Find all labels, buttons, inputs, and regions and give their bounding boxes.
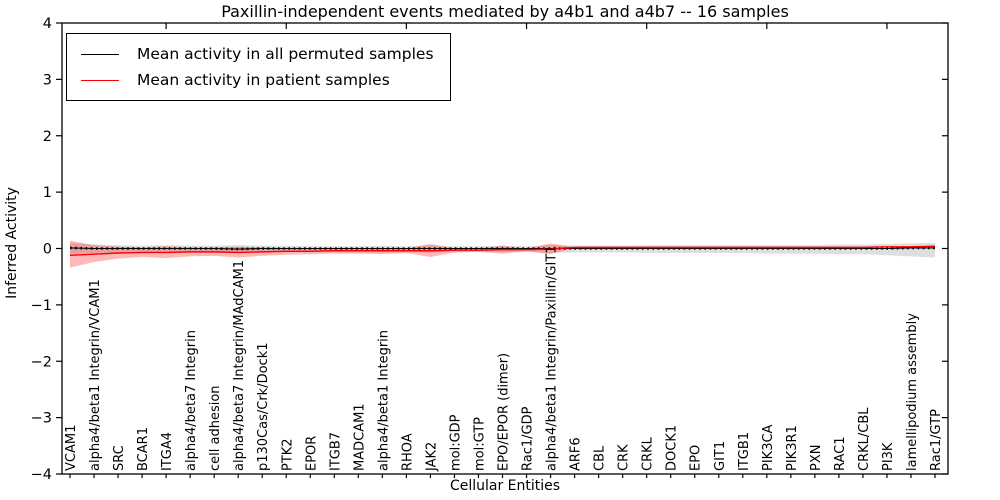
y-tick-label: −1 [31, 298, 52, 314]
y-tick-label: 2 [43, 129, 52, 145]
y-tick-label: 0 [43, 242, 52, 258]
y-axis-label: Inferred Activity [4, 187, 20, 299]
x-tick-label: EPOR [304, 436, 319, 471]
y-tick-label: 3 [43, 72, 52, 88]
x-tick-label: ITGB7 [328, 432, 343, 471]
y-tick-label: −3 [31, 411, 52, 427]
x-tick-label: ARF6 [569, 437, 584, 471]
legend-label-permuted: Mean activity in all permuted samples [137, 45, 434, 63]
x-tick-label: PI3K [881, 442, 896, 471]
x-tick-label: JAK2 [424, 442, 439, 472]
x-tick-label: alpha4/beta7 Integrin [184, 330, 199, 471]
x-tick-label: RHOA [400, 433, 415, 471]
legend-line-sample-black [81, 53, 119, 55]
x-tick-label: DOCK1 [665, 425, 680, 471]
y-tick-label: −2 [31, 354, 52, 370]
x-tick-label: alpha4/beta7 Integrin/MAdCAM1 [232, 260, 247, 471]
x-tick-label: PIK3R1 [785, 425, 800, 471]
x-tick-label: Rac1/GTP [929, 409, 944, 471]
legend-entry-patient: Mean activity in patient samples [81, 67, 434, 93]
x-tick-label: CRKL/CBL [857, 407, 872, 471]
x-tick-label: VCAM1 [64, 425, 79, 471]
x-tick-label: lamellipodium assembly [905, 313, 920, 471]
x-tick-label: CBL [593, 445, 608, 471]
x-axis-label: Cellular Entities [449, 478, 561, 494]
x-tick-label: Rac1/GDP [521, 406, 536, 471]
x-tick-label: mol:GTP [472, 417, 487, 471]
y-tick-label: −4 [31, 467, 52, 483]
x-tick-label: BCAR1 [136, 427, 151, 471]
legend-label-patient: Mean activity in patient samples [137, 71, 390, 89]
x-tick-label: PXN [809, 445, 824, 471]
permuted-mean-markers [69, 246, 935, 251]
x-tick-label: alpha4/beta1 Integrin [376, 330, 391, 471]
chart-title: Paxillin-independent events mediated by … [221, 2, 789, 21]
x-tick-label: EPO/EPOR (dimer) [497, 353, 512, 471]
x-tick-label: p130Cas/Crk/Dock1 [256, 342, 271, 471]
x-tick-label: GIT1 [713, 441, 728, 471]
patient-mean-line [69, 245, 936, 256]
x-tick-label: alpha4/beta1 Integrin/VCAM1 [88, 279, 103, 471]
x-tick-label: cell adhesion [208, 385, 223, 471]
x-tick-label: EPO [689, 445, 704, 471]
y-tick-label: 1 [43, 185, 52, 201]
x-tick-label: CRKL [641, 436, 656, 471]
x-tick-label: mol:GDP [448, 414, 463, 471]
legend-entry-permuted: Mean activity in all permuted samples [81, 41, 434, 67]
legend: Mean activity in all permuted samples Me… [66, 33, 451, 101]
x-tick-label: CRK [617, 444, 632, 471]
x-tick-label: PTK2 [280, 438, 295, 471]
x-tick-label: RAC1 [833, 436, 848, 471]
x-tick-label: MADCAM1 [352, 403, 367, 471]
x-tick-label: SRC [112, 445, 127, 471]
legend-line-sample-red [81, 79, 119, 81]
x-tick-label: alpha4/beta1 Integrin/Paxillin/GIT1 [545, 245, 560, 471]
y-tick-label: 4 [43, 16, 52, 32]
x-tick-label: ITGA4 [160, 432, 175, 471]
x-tick-label: PIK3CA [761, 424, 776, 471]
x-tick-label: ITGB1 [737, 432, 752, 471]
patient-samples-range [70, 240, 935, 268]
